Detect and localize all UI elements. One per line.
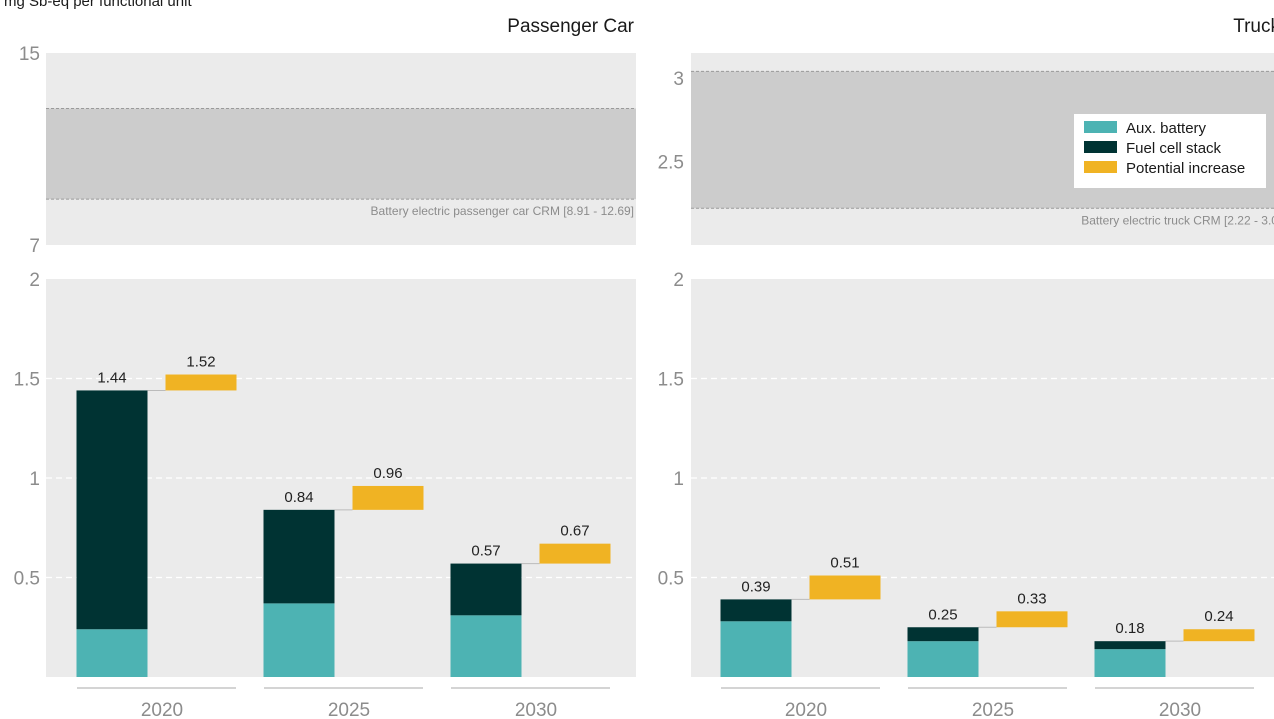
- truck-bar-potential-increase-2020: [809, 575, 881, 600]
- truck-bar-potential-increase-2025: [996, 611, 1068, 628]
- legend-swatch: [1084, 141, 1117, 153]
- passenger-car-crm-band-label: Battery electric passenger car CRM [8.91…: [371, 204, 634, 218]
- truck-bar-fuel-cell-stack-2020: [720, 599, 792, 622]
- truck-bar-potential-increase-2030: [1183, 629, 1255, 642]
- legend: Aux. battery Fuel cell stack Potential inc…: [1074, 114, 1266, 188]
- passenger-car-bar-fuel-cell-stack-2025: [263, 509, 335, 604]
- legend-swatch: [1084, 161, 1117, 173]
- truck-bar-aux-battery-2030: [1094, 649, 1166, 677]
- passenger-car-bar-potential-increase-2020: [165, 374, 237, 391]
- passenger-car-bar-aux-battery-2030: [450, 615, 522, 677]
- passenger-car-total-label-2020: 1.44: [97, 369, 126, 386]
- passenger-car-category-label-2020: 2020: [141, 700, 183, 719]
- passenger-car-total-label-2030: 0.57: [471, 543, 500, 560]
- truck-upper-tick-label: 2.5: [658, 153, 684, 174]
- truck-total-label-2030: 0.18: [1115, 620, 1144, 637]
- legend-label: Fuel cell stack: [1126, 140, 1222, 157]
- passenger-car-lower-tick-label: 2: [29, 270, 40, 291]
- passenger-car-bar-potential-increase-2030: [539, 543, 611, 564]
- truck-lower-tick-label: 1: [673, 469, 684, 490]
- truck-bar-fuel-cell-stack-2030: [1094, 641, 1166, 650]
- truck-category-label-2030: 2030: [1159, 700, 1201, 719]
- truck-bar-aux-battery-2025: [907, 641, 979, 677]
- passenger-car-bar-fuel-cell-stack-2020: [76, 390, 148, 630]
- truck-panel-title: Truck: [1233, 16, 1274, 37]
- passenger-car-increased-total-label-2020: 1.52: [186, 354, 215, 371]
- passenger-car-lower-tick-label: 1.5: [14, 370, 40, 391]
- truck-upper-tick-label: 3: [673, 69, 684, 90]
- passenger-car-upper-tick-label: 7: [29, 236, 40, 257]
- truck-category-label-2020: 2020: [785, 700, 827, 719]
- passenger-car-category-label-2025: 2025: [328, 700, 370, 719]
- passenger-car-increased-total-label-2025: 0.96: [373, 465, 402, 482]
- panel-passenger-car: Passenger Car Battery electric passenger …: [14, 16, 636, 719]
- truck-bar-aux-battery-2020: [720, 621, 792, 677]
- passenger-car-lower-tick-label: 1: [29, 469, 40, 490]
- truck-category-label-2025: 2025: [972, 700, 1014, 719]
- legend-label: Aux. battery: [1126, 120, 1207, 137]
- passenger-car-lower-tick-label: 0.5: [14, 569, 40, 590]
- passenger-car-bar-fuel-cell-stack-2030: [450, 563, 522, 616]
- passenger-car-crm-band: [46, 108, 636, 200]
- passenger-car-bar-potential-increase-2025: [352, 485, 424, 510]
- passenger-car-total-label-2025: 0.84: [284, 489, 313, 506]
- truck-total-label-2025: 0.25: [928, 606, 957, 623]
- truck-increased-total-label-2030: 0.24: [1204, 608, 1233, 625]
- passenger-car-panel-title: Passenger Car: [507, 16, 634, 37]
- truck-lower-tick-label: 1.5: [658, 370, 684, 391]
- legend-label: Potential increase: [1126, 160, 1245, 177]
- truck-lower-tick-label: 2: [673, 270, 684, 291]
- truck-increased-total-label-2020: 0.51: [830, 555, 859, 572]
- passenger-car-bar-aux-battery-2025: [263, 603, 335, 677]
- truck-increased-total-label-2025: 0.33: [1017, 590, 1046, 607]
- passenger-car-category-label-2030: 2030: [515, 700, 557, 719]
- y-axis-label: mg Sb-eq per functional unit: [4, 0, 192, 10]
- legend-swatch: [1084, 121, 1117, 133]
- truck-total-label-2020: 0.39: [741, 578, 770, 595]
- truck-crm-band-label: Battery electric truck CRM [2.22 - 3.04]: [1081, 213, 1274, 227]
- passenger-car-increased-total-label-2030: 0.67: [560, 523, 589, 540]
- passenger-car-upper-tick-label: 15: [19, 44, 40, 65]
- truck-bar-fuel-cell-stack-2025: [907, 627, 979, 642]
- truck-lower-tick-label: 0.5: [658, 569, 684, 590]
- passenger-car-bar-aux-battery-2020: [76, 629, 148, 677]
